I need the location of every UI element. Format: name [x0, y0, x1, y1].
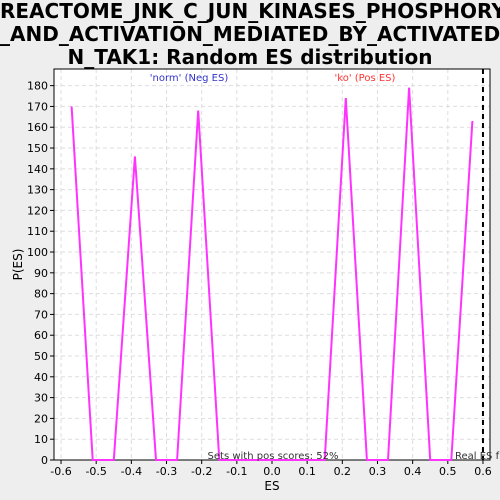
chart-title-line-3: N_TAK1: Random ES distribution — [67, 45, 433, 69]
x-tick-label: -0.3 — [156, 465, 177, 478]
x-axis-title: ES — [264, 479, 279, 493]
x-tick-label: 0.4 — [404, 465, 422, 478]
data-series — [70, 69, 484, 461]
x-tick-label: 0.6 — [474, 465, 492, 478]
x-tick-label: 0.0 — [263, 465, 281, 478]
y-tick-label: 50 — [34, 350, 48, 363]
chart-title-line-2: _AND_ACTIVATION_MEDIATED_BY_ACTIVATED_HU… — [0, 22, 500, 46]
y-tick-label: 30 — [34, 392, 48, 405]
axes: 0 10 20 30 40 50 60 70 80 90 100 110 120 130 140 150 160… — [27, 68, 492, 478]
x-tick-label: 0.1 — [298, 465, 316, 478]
y-tick-label: 60 — [34, 329, 48, 342]
y-tick-label: 70 — [34, 308, 48, 321]
x-tick-label: 0.2 — [334, 465, 352, 478]
x-tick-label: -0.5 — [85, 465, 106, 478]
y-tick-label: 150 — [27, 142, 48, 155]
y-tick-label: 0 — [41, 454, 48, 467]
y-tick-label: 80 — [34, 288, 48, 301]
pos-scores-note: Sets with pos scores: 52% — [208, 451, 339, 462]
x-tick-label: -0.6 — [50, 465, 71, 478]
real-es-label: Real ES f — [455, 451, 500, 462]
y-tick-label: 160 — [27, 121, 48, 134]
y-tick-label: 40 — [34, 371, 48, 384]
legend-pos-es: 'ko' (Pos ES) — [335, 73, 396, 84]
y-tick-label: 130 — [27, 184, 48, 197]
y-tick-label: 10 — [34, 433, 48, 446]
es-distribution-line — [70, 87, 474, 461]
y-tick-label: 140 — [27, 163, 48, 176]
x-tick-label: -0.4 — [121, 465, 142, 478]
legend-neg-es: 'norm' (Neg ES) — [150, 73, 229, 84]
x-tick-label: -0.1 — [226, 465, 247, 478]
y-tick-label: 20 — [34, 412, 48, 425]
chart-title: REACTOME_JNK_C_JUN_KINASES_PHOSPHORYLATI… — [0, 0, 500, 69]
chart-title-line-1: REACTOME_JNK_C_JUN_KINASES_PHOSPHORYLATI… — [0, 0, 500, 23]
x-tick-label: 0.5 — [439, 465, 457, 478]
y-tick-label: 180 — [27, 80, 48, 93]
y-tick-label: 170 — [27, 100, 48, 113]
y-tick-label: 100 — [27, 246, 48, 259]
y-axis-title: P(ES) — [11, 249, 25, 281]
y-tick-label: 90 — [34, 267, 48, 280]
x-tick-label: -0.2 — [191, 465, 212, 478]
y-tick-label: 120 — [27, 204, 48, 217]
x-tick-label: 0.3 — [369, 465, 387, 478]
y-tick-label: 110 — [27, 225, 48, 238]
